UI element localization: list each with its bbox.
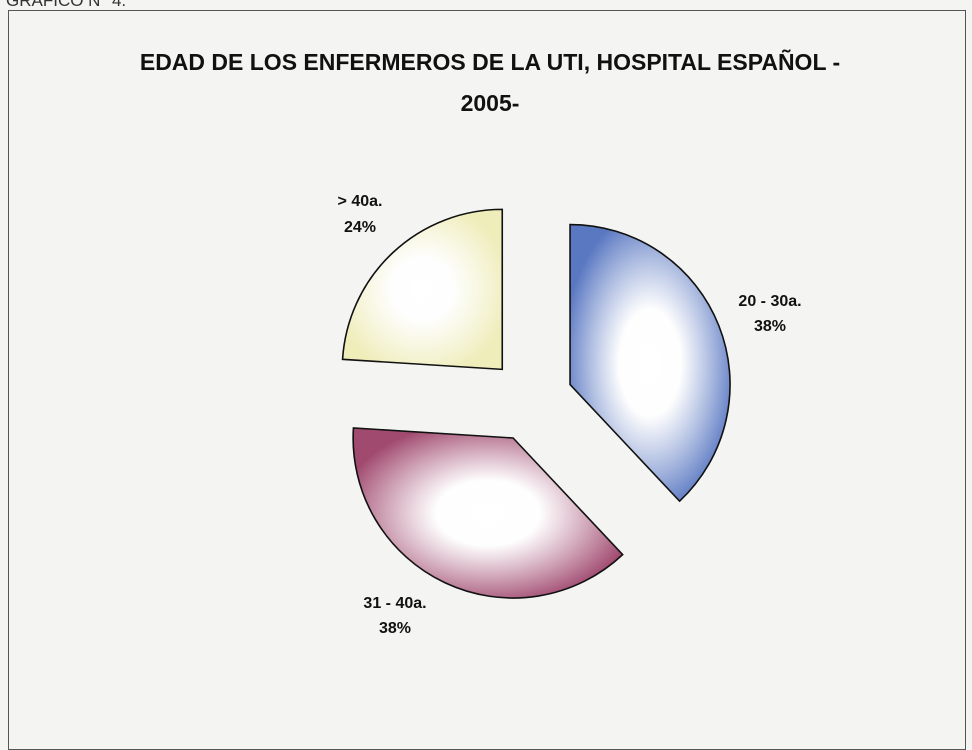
slice-value-label: 24% bbox=[344, 219, 376, 236]
slice-label: 20 - 30a. bbox=[738, 293, 801, 310]
pie-slice bbox=[352, 427, 624, 599]
chart-title: EDAD DE LOS ENFERMEROS DE LA UTI, HOSPIT… bbox=[139, 49, 841, 116]
slice-label: 31 - 40a. bbox=[363, 595, 426, 612]
slice-label: > 40a. bbox=[338, 193, 383, 210]
pie-slice bbox=[569, 223, 731, 503]
caption: GRAFICO N° 4. bbox=[6, 0, 127, 10]
slice-value-label: 38% bbox=[754, 318, 786, 335]
slice-value-label: 38% bbox=[379, 620, 411, 637]
pie-slice bbox=[341, 208, 504, 371]
